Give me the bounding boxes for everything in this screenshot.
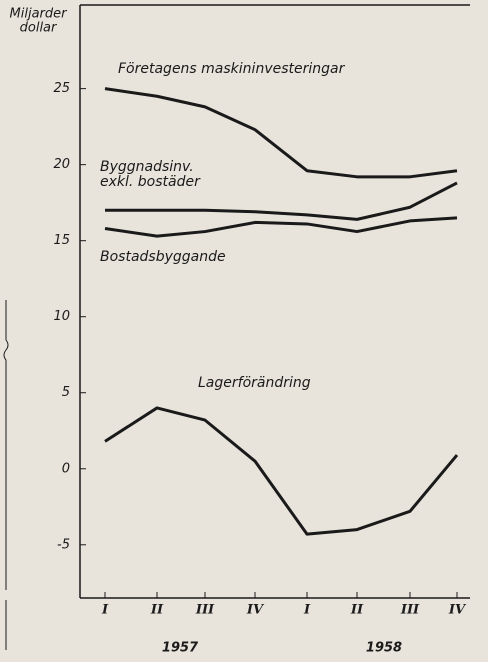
x-tick-label: IV <box>448 603 467 618</box>
series-label: Lagerförändring <box>198 376 311 391</box>
series-line <box>105 181 458 221</box>
series-line <box>104 216 458 238</box>
series-label: Bostadsbyggande <box>100 250 226 265</box>
y-tick-label: 20 <box>53 157 70 172</box>
y-axis-label: Miljarder <box>10 7 69 22</box>
y-tick-label: 0 <box>62 461 70 476</box>
axis-break <box>3 300 9 650</box>
x-tick-label: I <box>303 603 311 618</box>
x-tick-label: I <box>101 603 109 618</box>
y-axis-label: dollar <box>20 21 58 36</box>
y-tick-label: 25 <box>53 81 70 96</box>
series-label: Företagens maskininvesteringar <box>118 62 345 77</box>
x-group-label: 1958 <box>366 641 402 656</box>
series-label-box: Byggnadsinv. exkl. bostäder <box>100 160 200 190</box>
x-group-label: 1957 <box>162 641 199 656</box>
series-line <box>104 87 458 179</box>
series-label-box: Företagens maskininvesteringar <box>118 62 345 77</box>
series-label-box: Bostadsbyggande <box>100 250 226 265</box>
series-label: Byggnadsinv. exkl. bostäder <box>100 160 200 190</box>
x-tick-label: III <box>400 603 420 618</box>
x-tick-label: II <box>350 603 364 618</box>
x-tick-label: IV <box>246 603 265 618</box>
y-tick-label: 10 <box>53 309 70 324</box>
x-tick-label: II <box>150 603 164 618</box>
y-tick-label: -5 <box>57 537 70 552</box>
series-line <box>104 406 459 536</box>
y-tick-label: 5 <box>62 385 70 400</box>
series-label-box: Lagerförändring <box>198 376 311 391</box>
x-tick-label: III <box>195 603 215 618</box>
y-tick-label: 15 <box>53 233 70 248</box>
